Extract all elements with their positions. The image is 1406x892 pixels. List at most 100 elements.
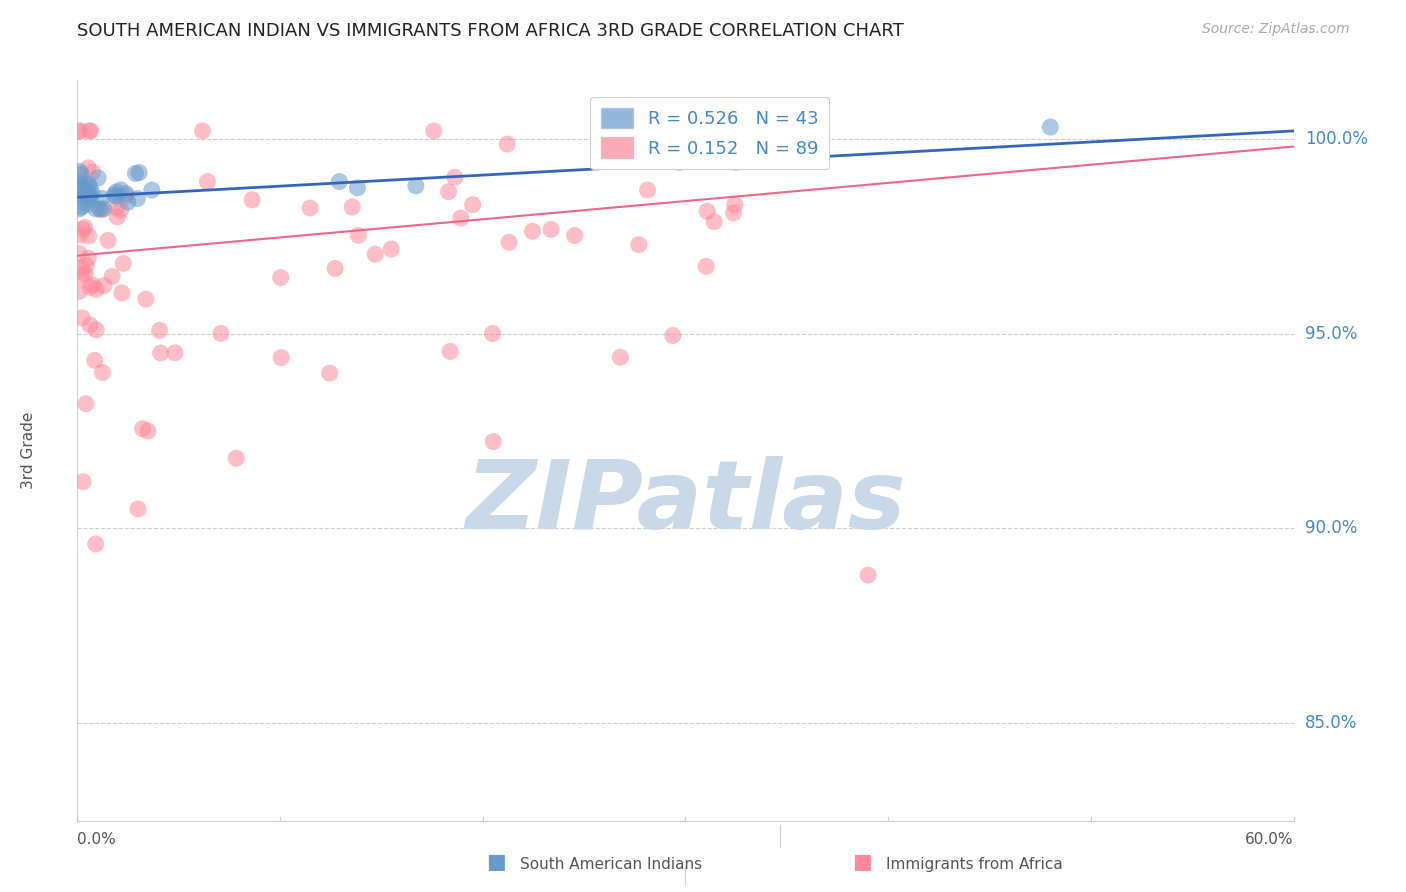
- Point: [136, 424, 159, 438]
- Point: [482, 434, 505, 449]
- Point: [115, 186, 138, 201]
- Point: [70, 200, 93, 214]
- Point: [93, 202, 115, 216]
- Point: [111, 285, 134, 300]
- Point: [141, 183, 163, 197]
- Point: [564, 228, 586, 243]
- Point: [498, 235, 520, 250]
- Point: [82, 165, 104, 179]
- Point: [328, 175, 350, 189]
- Point: [75, 397, 97, 411]
- Point: [668, 155, 690, 169]
- Point: [437, 185, 460, 199]
- Point: [423, 124, 446, 138]
- Point: [346, 181, 368, 195]
- Point: [73, 178, 96, 192]
- Point: [67, 202, 90, 216]
- Point: [461, 197, 484, 211]
- Point: [723, 206, 745, 220]
- Point: [79, 188, 101, 202]
- Point: [79, 124, 101, 138]
- Point: [79, 280, 101, 294]
- Point: [76, 183, 98, 197]
- Point: [101, 269, 124, 284]
- Point: [87, 170, 110, 185]
- Text: 3rd Grade: 3rd Grade: [21, 412, 37, 489]
- Point: [856, 568, 879, 582]
- Point: [696, 204, 718, 219]
- Point: [149, 346, 172, 360]
- Point: [540, 222, 562, 236]
- Text: Immigrants from Africa: Immigrants from Africa: [886, 857, 1063, 872]
- Text: SOUTH AMERICAN INDIAN VS IMMIGRANTS FROM AFRICA 3RD GRADE CORRELATION CHART: SOUTH AMERICAN INDIAN VS IMMIGRANTS FROM…: [77, 22, 904, 40]
- Point: [439, 344, 461, 359]
- Point: [496, 137, 519, 152]
- Text: 60.0%: 60.0%: [1246, 832, 1294, 847]
- Text: 85.0%: 85.0%: [1305, 714, 1357, 732]
- Point: [481, 326, 503, 341]
- Point: [724, 155, 747, 169]
- Point: [72, 183, 94, 197]
- Point: [93, 278, 115, 293]
- Point: [703, 215, 725, 229]
- Point: [84, 282, 107, 296]
- Point: [127, 192, 149, 206]
- Point: [191, 124, 214, 138]
- Point: [299, 201, 322, 215]
- Point: [318, 366, 340, 380]
- Point: [738, 124, 761, 138]
- Point: [609, 350, 631, 364]
- Point: [105, 185, 128, 199]
- Point: [75, 259, 97, 273]
- Point: [747, 147, 769, 161]
- Point: [72, 475, 94, 489]
- Point: [197, 175, 219, 189]
- Point: [97, 234, 120, 248]
- Point: [135, 292, 157, 306]
- Point: [105, 210, 128, 224]
- Point: [450, 211, 472, 225]
- Text: ■: ■: [486, 853, 506, 872]
- Point: [67, 124, 90, 138]
- Legend: R = 0.526   N = 43, R = 0.152   N = 89: R = 0.526 N = 43, R = 0.152 N = 89: [591, 96, 830, 169]
- Point: [67, 164, 90, 178]
- Point: [661, 328, 683, 343]
- Point: [83, 353, 105, 368]
- Point: [77, 178, 100, 192]
- Point: [69, 175, 91, 189]
- Point: [77, 161, 100, 175]
- Point: [84, 537, 107, 551]
- Point: [103, 188, 125, 202]
- Point: [163, 346, 186, 360]
- Point: [67, 246, 90, 260]
- Point: [127, 502, 149, 516]
- Point: [627, 148, 650, 162]
- Point: [105, 201, 128, 215]
- Point: [79, 124, 101, 138]
- Point: [443, 170, 465, 185]
- Point: [70, 168, 93, 182]
- Point: [79, 189, 101, 203]
- Point: [67, 285, 90, 299]
- Point: [76, 197, 98, 211]
- Point: [69, 124, 91, 138]
- Point: [79, 180, 101, 194]
- Point: [592, 127, 614, 141]
- Point: [89, 202, 111, 216]
- Text: ZIPatlas: ZIPatlas: [465, 456, 905, 549]
- Point: [75, 182, 97, 196]
- Point: [637, 183, 659, 197]
- Point: [124, 166, 146, 180]
- Point: [90, 191, 112, 205]
- Point: [131, 422, 153, 436]
- Point: [72, 222, 94, 236]
- Point: [405, 178, 427, 193]
- Point: [69, 227, 91, 242]
- Point: [105, 189, 128, 203]
- Point: [70, 260, 93, 275]
- Point: [270, 270, 292, 285]
- Point: [75, 187, 97, 202]
- Point: [67, 184, 90, 198]
- Point: [77, 251, 100, 265]
- Point: [225, 451, 247, 466]
